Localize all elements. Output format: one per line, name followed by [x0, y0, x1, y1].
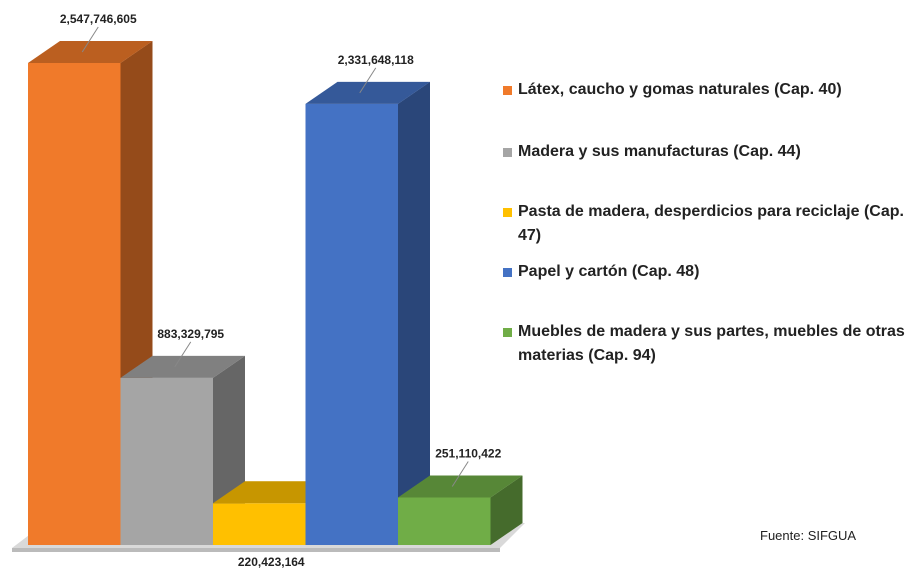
- bar: [213, 503, 306, 545]
- data-label: 2,547,746,605: [60, 12, 137, 26]
- legend-item: Pasta de madera, desperdicios para recic…: [503, 200, 921, 248]
- legend-swatch: [503, 148, 512, 157]
- data-label: 2,331,648,118: [338, 53, 414, 67]
- legend-item: Látex, caucho y gomas naturales (Cap. 40…: [503, 78, 921, 102]
- floor-edge: [12, 548, 500, 552]
- legend-label: Látex, caucho y gomas naturales (Cap. 40…: [518, 81, 842, 98]
- bar-top: [305, 81, 430, 104]
- legend-swatch: [503, 328, 512, 337]
- bar-top: [28, 41, 153, 63]
- bar-top-shade: [120, 355, 245, 378]
- bar-side-shade: [398, 81, 430, 545]
- source: Fuente: SIFGUA: [760, 528, 857, 543]
- bar-top-shade: [398, 475, 523, 498]
- bar-top-shade: [28, 41, 153, 63]
- data-label: 220,423,164: [238, 555, 305, 569]
- bar-side: [398, 81, 430, 545]
- bar-top-shade: [305, 81, 430, 104]
- bar-top: [120, 355, 245, 378]
- leader-line: [81, 26, 99, 53]
- legend-swatch: [503, 86, 512, 95]
- bar-side: [490, 475, 523, 545]
- bar-top: [398, 475, 523, 498]
- legend-swatch: [503, 268, 512, 277]
- bar: [398, 497, 491, 545]
- data-label: 251,110,422: [435, 446, 501, 460]
- legend-label: Papel y cartón (Cap. 48): [518, 263, 700, 280]
- legend-item: Papel y cartón (Cap. 48): [503, 260, 921, 284]
- leader-line: [174, 341, 192, 368]
- legend-item: Madera y sus manufacturas (Cap. 44): [503, 140, 921, 164]
- legend-label: Madera y sus manufacturas (Cap. 44): [518, 143, 801, 160]
- bar: [120, 377, 213, 545]
- bar: [28, 63, 121, 545]
- legend-item: Muebles de madera y sus partes, muebles …: [503, 320, 921, 368]
- data-label: 883,329,795: [157, 327, 224, 341]
- legend-label: Pasta de madera, desperdicios para recic…: [518, 203, 904, 244]
- legend-swatch: [503, 208, 512, 217]
- bar-side-shade: [490, 475, 523, 545]
- leader-line: [451, 461, 469, 487]
- bar: [305, 103, 398, 545]
- leader-line: [359, 67, 377, 94]
- legend-label: Muebles de madera y sus partes, muebles …: [518, 323, 905, 364]
